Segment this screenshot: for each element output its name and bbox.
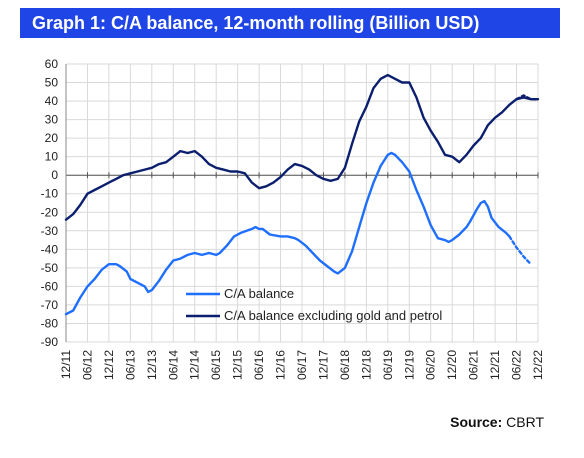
x-tick-label: 12/11 [59,350,73,379]
y-tick-label: -60 [41,279,59,293]
chart-title: Graph 1: C/A balance, 12-month rolling (… [20,8,560,38]
x-tick-label: 12/17 [316,350,330,380]
x-tick-label: 06/16 [252,350,266,380]
y-tick-label: 0 [51,168,58,182]
source-label: Source: [450,414,503,430]
y-tick-label: -50 [41,261,59,275]
x-tick-label: 12/22 [531,350,545,380]
x-tick-label: 12/19 [402,350,416,380]
y-tick-label: -10 [41,187,59,201]
x-tick-label: 06/12 [80,350,94,380]
x-tick-label: 06/21 [467,350,481,380]
x-tick-label: 12/15 [231,350,245,380]
x-tick-label: 06/18 [338,350,352,380]
y-tick-label: -30 [41,224,59,238]
x-tick-label: 12/21 [488,350,502,380]
legend-label: C/A balance [224,286,294,301]
x-tick-label: 12/20 [445,350,459,380]
y-tick-label: 40 [45,94,59,108]
y-tick-label: 10 [45,150,59,164]
series-ca-ex-gold-petrol-projection [515,94,540,101]
x-tick-label: 06/20 [424,350,438,380]
y-tick-label: -80 [41,316,59,330]
axes: 60 50 40 30 20 10 0 -10 -20 -30 -40 -50 -60 -70 -80 -90… [41,57,545,380]
source-value: CBRT [506,414,544,430]
x-tick-label: 12/13 [145,350,159,380]
y-tick-label: 60 [45,57,59,71]
series-ca-balance-line [64,151,511,316]
y-tick-label: -90 [41,335,59,349]
y-tick-label: -20 [41,205,59,219]
x-tick-label: 12/12 [102,350,116,380]
x-tick-label: 06/13 [123,350,137,380]
y-tick-label: -40 [41,242,59,256]
grid-lines [65,63,539,343]
x-tick-label: 06/17 [295,350,309,380]
x-tick-label: 06/14 [166,350,180,380]
legend: C/A balance C/A balance excluding gold an… [186,286,442,323]
y-tick-label: -70 [41,298,59,312]
source-note: Source: CBRT [450,414,544,430]
y-tick-label: 30 [45,113,59,127]
x-tick-label: 06/22 [510,350,524,380]
x-tick-label: 12/16 [274,350,288,380]
series-ca-balance-projection [508,235,532,266]
x-tick-label: 12/18 [359,350,373,380]
legend-label: C/A balance excluding gold and petrol [224,308,442,323]
y-tick-label: 20 [45,131,59,145]
x-tick-label: 06/19 [381,350,395,380]
series-lines [64,73,540,316]
x-tick-label: 06/15 [209,350,223,380]
x-tick-label: 12/14 [188,350,202,380]
y-tick-label: 50 [45,76,59,90]
series-ca-ex-gold-petrol-line [64,73,540,221]
